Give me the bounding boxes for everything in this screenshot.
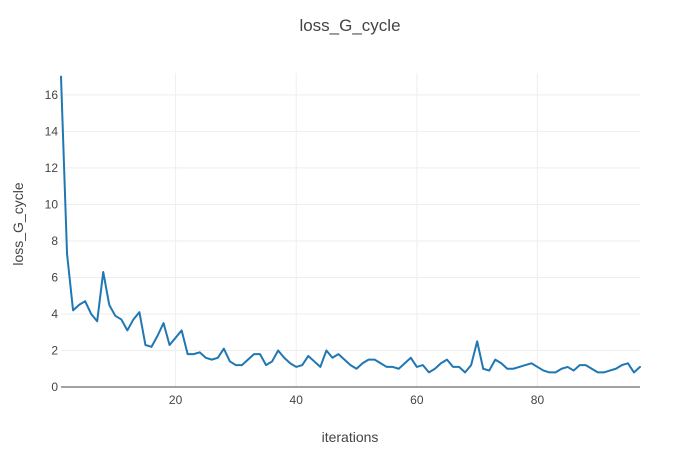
y-tick-label: 8 <box>51 234 58 248</box>
x-tick-label: 20 <box>169 393 183 407</box>
chart-title: loss_G_cycle <box>299 16 400 35</box>
series-layer <box>60 75 641 374</box>
x-axis-title: iterations <box>322 429 379 445</box>
y-tick-label: 6 <box>51 270 58 284</box>
y-tick-label: 12 <box>45 161 59 175</box>
y-tick-label: 2 <box>51 343 58 357</box>
x-tick-label: 80 <box>531 393 545 407</box>
y-tick-label: 0 <box>51 380 58 394</box>
x-tick-label: 40 <box>290 393 304 407</box>
y-tick-label: 16 <box>45 88 59 102</box>
y-tick-label: 14 <box>45 124 59 138</box>
x-tick-label: 60 <box>410 393 424 407</box>
grid-layer <box>61 73 640 388</box>
tick-layer: 0 2 4 6 8 10 12 14 16 20 40 60 80 <box>45 88 545 407</box>
series-line <box>60 75 641 374</box>
y-tick-label: 10 <box>45 197 59 211</box>
y-tick-label: 4 <box>51 307 58 321</box>
y-axis-title: loss_G_cycle <box>10 182 26 265</box>
